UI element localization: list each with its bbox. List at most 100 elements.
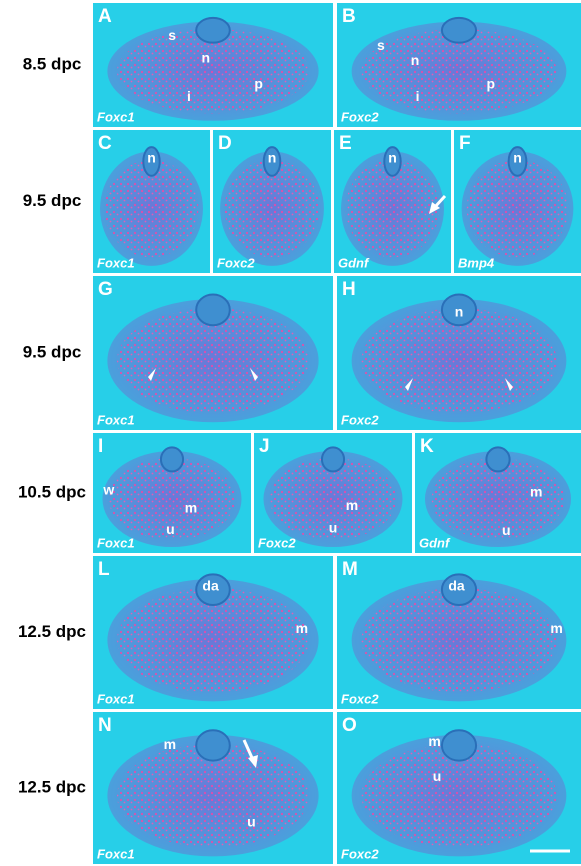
gene-label: Foxc1: [97, 109, 135, 124]
lumen: [507, 146, 528, 177]
structure-label: m: [185, 499, 197, 515]
stage-label: 9.5 dpc: [23, 191, 82, 210]
structure-label: u: [502, 522, 511, 538]
panel-letter: F: [459, 133, 471, 154]
gene-label: Foxc2: [341, 412, 379, 427]
panel-letter: I: [98, 436, 103, 457]
structure-label: da: [202, 577, 219, 593]
arrow-head: [248, 755, 258, 768]
structure-label: p: [486, 76, 495, 92]
panel-letter: N: [98, 715, 112, 736]
arrowhead: [405, 378, 413, 391]
structure-label: i: [187, 88, 191, 104]
panel-letter: E: [339, 133, 352, 154]
lumen: [440, 16, 478, 44]
panel-letter: O: [342, 715, 357, 736]
signal: [361, 308, 557, 414]
gene-label: Bmp4: [458, 255, 495, 270]
gene-label: Gdnf: [419, 535, 451, 550]
lumen: [440, 293, 478, 327]
structure-label: m: [428, 733, 440, 749]
structure-label: u: [247, 814, 256, 830]
structure-label: m: [164, 736, 176, 752]
gene-label: Gdnf: [338, 255, 370, 270]
signal: [104, 160, 199, 258]
structure-label: u: [166, 521, 175, 537]
structure-label: m: [530, 484, 542, 500]
structure-label: n: [455, 304, 464, 320]
lumen: [440, 573, 478, 606]
gene-label: Foxc1: [97, 846, 135, 861]
lumen: [195, 729, 231, 762]
lumen: [142, 146, 161, 177]
panel-letter: D: [218, 133, 232, 154]
signal: [224, 160, 320, 258]
panel-letter: M: [342, 559, 358, 580]
structure-label: n: [513, 149, 522, 165]
gene-label: Foxc2: [258, 535, 296, 550]
panel-letter: J: [259, 436, 270, 457]
signal: [361, 588, 557, 693]
structure-label: n: [268, 149, 277, 165]
gene-label: Foxc2: [341, 109, 379, 124]
structure-label: m: [346, 497, 358, 513]
structure-label: n: [202, 50, 211, 66]
stage-label: 8.5 dpc: [23, 54, 82, 73]
signal: [466, 160, 569, 258]
arrow-head: [429, 202, 440, 214]
panel-letter: A: [98, 6, 112, 27]
gene-label: Foxc1: [97, 255, 135, 270]
gene-label: Foxc1: [97, 691, 135, 706]
lumen: [195, 293, 231, 327]
structure-label: n: [147, 149, 156, 165]
structure-label: m: [296, 620, 308, 636]
structure-label: m: [550, 620, 562, 636]
structure-label: u: [329, 520, 338, 536]
lumen: [320, 446, 346, 473]
structure-label: da: [448, 577, 465, 593]
signal: [361, 29, 557, 114]
panel-letter: C: [98, 133, 112, 154]
gene-label: Foxc2: [341, 691, 379, 706]
signal: [117, 29, 309, 114]
lumen: [440, 729, 478, 762]
panel-letter: G: [98, 279, 113, 300]
lumen: [195, 573, 231, 606]
structure-label: n: [388, 149, 397, 165]
lumen: [485, 446, 511, 473]
arrowhead: [250, 368, 258, 381]
arrowhead: [505, 378, 513, 391]
signal: [345, 160, 440, 258]
structure-label: w: [102, 481, 114, 497]
signal: [117, 308, 309, 414]
signal: [108, 458, 236, 540]
lumen: [195, 16, 231, 44]
structure-label: p: [254, 76, 263, 92]
arrow: [242, 739, 255, 761]
gene-label: Foxc1: [97, 535, 135, 550]
lumen: [383, 146, 402, 177]
gene-label: Foxc2: [341, 846, 379, 861]
gene-label: Foxc1: [97, 412, 135, 427]
stage-label: 10.5 dpc: [18, 482, 86, 501]
signal: [117, 743, 309, 848]
lumen: [262, 146, 282, 177]
structure-label: s: [377, 37, 385, 53]
gene-label: Foxc2: [217, 255, 255, 270]
stage-label: 12.5 dpc: [18, 777, 86, 796]
lumen: [159, 446, 185, 473]
structure-label: n: [411, 52, 420, 68]
panel-letter: H: [342, 279, 356, 300]
arrowhead: [148, 368, 156, 381]
panel-letter: B: [342, 6, 356, 27]
stage-label: 12.5 dpc: [18, 622, 86, 641]
signal: [269, 458, 397, 540]
panel-letter: K: [420, 436, 434, 457]
signal: [117, 588, 309, 693]
structure-label: u: [433, 768, 442, 784]
structure-label: s: [168, 27, 176, 43]
signal: [431, 458, 565, 540]
panel-letter: L: [98, 559, 110, 580]
stage-label: 9.5 dpc: [23, 342, 82, 361]
